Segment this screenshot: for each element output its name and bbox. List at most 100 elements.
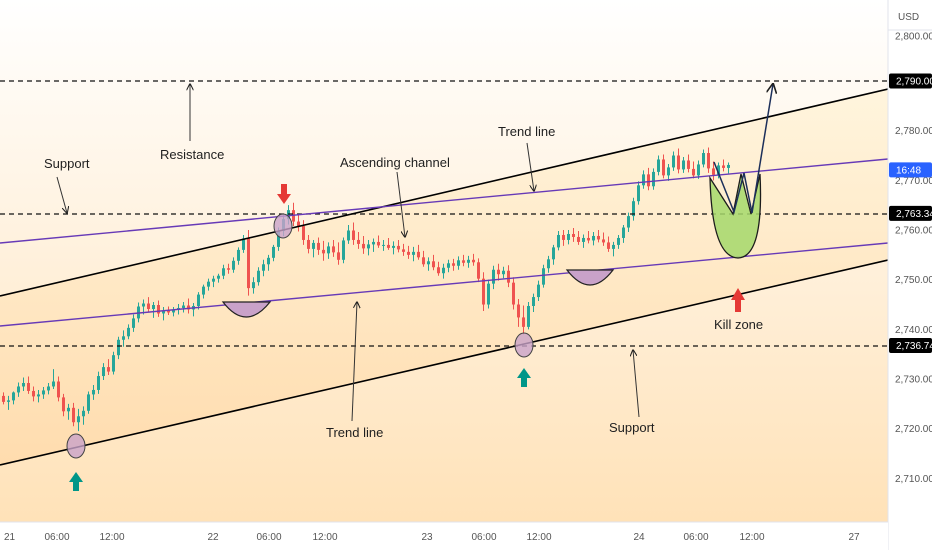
candle-body — [322, 249, 325, 254]
touch-marker-3 — [514, 332, 534, 358]
candle-body — [627, 216, 630, 228]
candle-body — [187, 305, 190, 310]
candle — [252, 277, 255, 294]
candle-body — [207, 281, 210, 287]
time-tick-label: 06:00 — [256, 532, 281, 543]
candle-body — [682, 160, 685, 170]
candle-body — [687, 160, 690, 169]
price-tick-label: 2,740.00 — [895, 325, 932, 336]
candle-body — [197, 294, 200, 307]
candle-body — [392, 245, 395, 248]
candle-body — [652, 171, 655, 187]
candle — [242, 234, 245, 253]
time-tick-label: 23 — [421, 532, 433, 543]
candle-body — [517, 304, 520, 318]
candle-body — [707, 153, 710, 169]
candle-body — [262, 264, 265, 271]
touch-marker-1 — [66, 433, 86, 459]
candle — [642, 170, 645, 189]
candle-body — [587, 237, 590, 241]
candle-body — [727, 164, 730, 168]
candle — [387, 237, 390, 250]
candle-body — [237, 249, 240, 261]
candle — [117, 336, 120, 360]
candle-body — [117, 339, 120, 356]
candle — [27, 376, 30, 394]
candle-body — [167, 310, 170, 313]
price-tick-label: 2,750.00 — [895, 275, 932, 286]
candle-body — [12, 392, 15, 401]
candle — [482, 272, 485, 311]
candle-body — [617, 237, 620, 245]
candle — [517, 299, 520, 327]
price-badge-label: 2,736.74 — [896, 341, 932, 352]
candle — [337, 242, 340, 265]
time-axis[interactable] — [0, 522, 888, 550]
candle-body — [182, 305, 185, 308]
candle-body — [172, 309, 175, 313]
candle-body — [572, 233, 575, 237]
candle-body — [447, 263, 450, 268]
candle-body — [497, 269, 500, 275]
candle-body — [697, 164, 700, 176]
touch-marker-2 — [273, 213, 293, 239]
candle — [62, 393, 65, 417]
candle — [332, 239, 335, 257]
candle-body — [457, 260, 460, 266]
candle-body — [82, 410, 85, 417]
candle — [447, 259, 450, 273]
candle-body — [667, 167, 670, 176]
label-support-bottom: Support — [609, 420, 655, 435]
candle — [712, 161, 715, 181]
candle — [17, 382, 20, 397]
candle-body — [552, 247, 555, 260]
candle — [47, 382, 50, 395]
candle — [127, 324, 130, 340]
time-tick-label: 12:00 — [312, 532, 337, 543]
candle — [237, 247, 240, 265]
price-badges: 2,790.00 16:48 2,763.34 2,736.74 — [889, 73, 932, 354]
candle-body — [352, 230, 355, 240]
candle-body — [567, 233, 570, 240]
candle-body — [422, 257, 425, 265]
candle-body — [142, 303, 145, 307]
candle-body — [247, 238, 250, 289]
candle-body — [347, 230, 350, 241]
candle-body — [232, 260, 235, 270]
candle — [657, 155, 660, 176]
candle — [697, 160, 700, 179]
candle — [12, 391, 15, 405]
candle-body — [317, 242, 320, 250]
candle — [527, 302, 530, 330]
candle-body — [437, 267, 440, 274]
candle-body — [432, 261, 435, 268]
candle — [467, 255, 470, 268]
candle — [652, 168, 655, 190]
candle — [577, 231, 580, 245]
candle — [232, 257, 235, 273]
candle — [212, 275, 215, 288]
label-trend-line-top: Trend line — [498, 124, 555, 139]
candle — [497, 263, 500, 281]
candle — [202, 284, 205, 299]
time-tick-label: 06:00 — [471, 532, 496, 543]
candle — [392, 241, 395, 255]
candle-body — [547, 259, 550, 269]
candle-body — [7, 400, 10, 402]
candle-body — [47, 386, 50, 391]
price-badge-label: 16:48 — [896, 165, 921, 176]
candle-body — [402, 249, 405, 252]
candle — [307, 234, 310, 254]
cup-marker-2 — [565, 269, 615, 286]
price-axis[interactable] — [888, 0, 932, 550]
candle — [617, 234, 620, 249]
candle-body — [387, 244, 390, 248]
candle-body — [152, 305, 155, 309]
time-tick-label: 22 — [207, 532, 219, 543]
candle-body — [302, 226, 305, 240]
price-badge-bg — [889, 338, 932, 354]
candle-body — [442, 267, 445, 274]
candle — [632, 197, 635, 221]
candle-body — [602, 239, 605, 243]
